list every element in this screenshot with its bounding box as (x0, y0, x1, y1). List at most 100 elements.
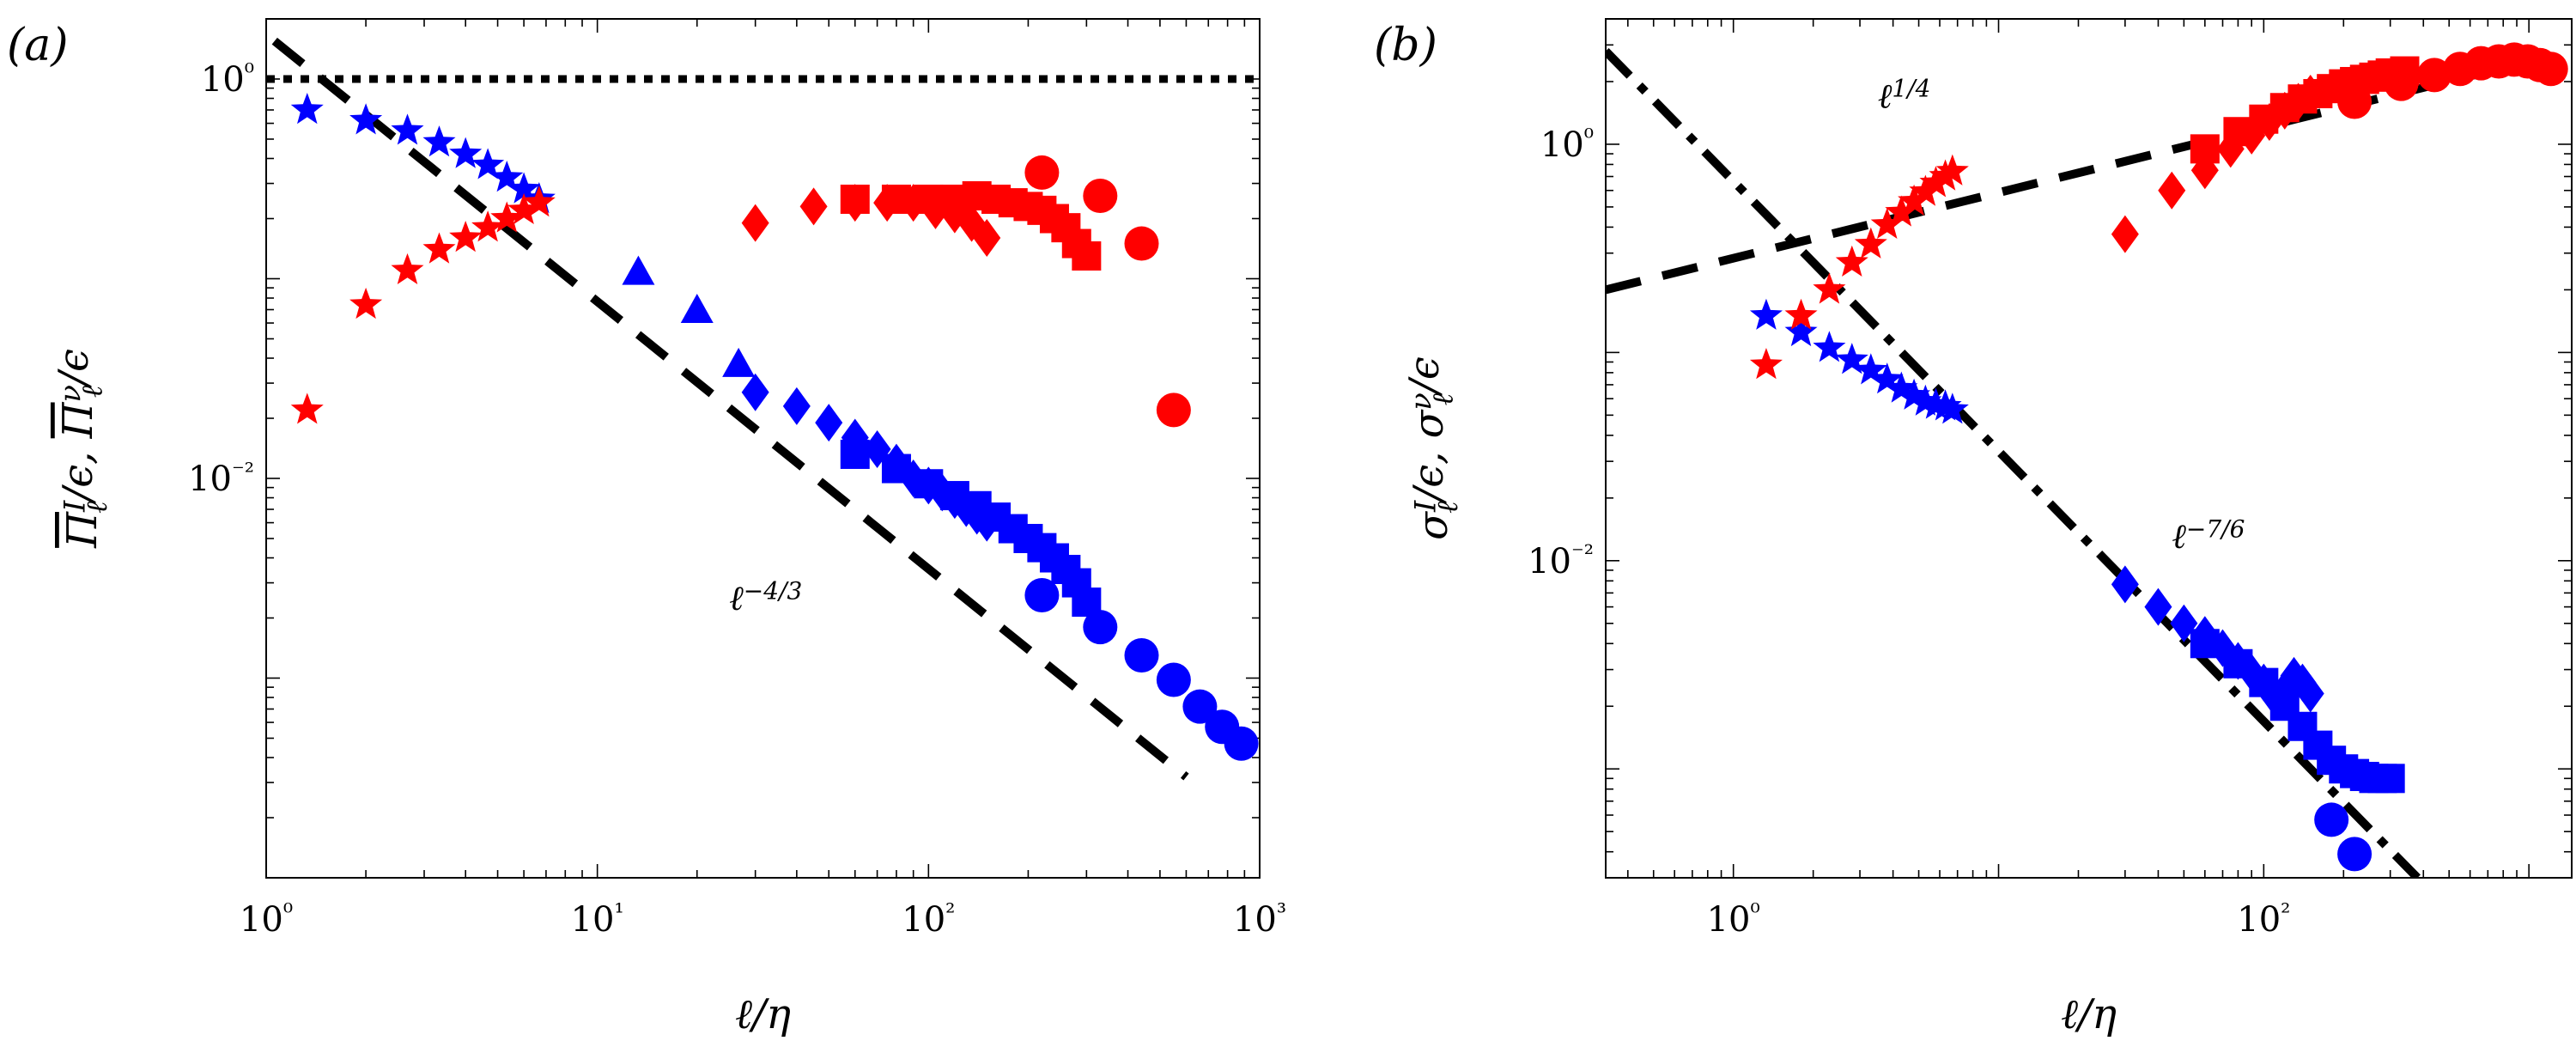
panel-b-series-6-square (2190, 56, 2420, 164)
panel-a-point-square (914, 469, 944, 499)
panel-a-series-3-diamond (741, 373, 1001, 542)
panel-a-plot-frame (265, 18, 1261, 879)
panel-b-point-diamond (2111, 215, 2139, 253)
panel-a-point-star (490, 201, 524, 233)
panel-b-point-star (1935, 393, 1969, 424)
panel-a-point-diamond (741, 204, 769, 242)
panel-a-scaling-annotation: ℓ−4/3 (729, 576, 802, 618)
panel-a-series-2-triangle (622, 255, 756, 377)
panel-a-x-tick-label: 10² (902, 898, 955, 940)
panel-b-point-diamond (2158, 171, 2186, 210)
panel-a-series-7-square (840, 181, 1102, 271)
panel-a-point-square (881, 453, 911, 484)
panel-b-point-star (1898, 184, 1931, 216)
panel-b-point-star (1854, 353, 1887, 385)
panel-b-point-star (1813, 331, 1846, 362)
panel-a-point-star (449, 221, 483, 253)
panel-a-point-star (449, 137, 483, 168)
panel-a-point-star (290, 393, 324, 424)
panel-b-point-star (1935, 154, 1969, 186)
panel-a-point-circle (1124, 638, 1159, 673)
panel-a-point-square (914, 184, 944, 214)
panel-a-point-circle (1182, 689, 1218, 724)
panel-a-point-star (507, 192, 541, 225)
panel-b-point-square (2190, 629, 2220, 659)
panel-a-point-diamond (973, 219, 1001, 258)
panel-a-point-star (391, 253, 424, 285)
panel-b-scaling-annotation: ℓ1/4 (1878, 75, 1931, 117)
panel-a-label: (a) (7, 20, 69, 71)
panel-a-point-star (422, 232, 456, 264)
panel-b-point-star (1870, 362, 1904, 394)
panel-b-point-circle (2533, 52, 2568, 87)
panel-b-point-star (1909, 174, 1942, 206)
panel-b-point-star (1813, 272, 1846, 304)
panel-a-point-circle (1156, 393, 1191, 428)
panel-a-reference-line-dashed (271, 37, 1189, 781)
panel-a-x-tick-label: 10⁰ (240, 898, 293, 940)
panel-b-point-square (2375, 764, 2405, 794)
panel-a-point-triangle (680, 293, 714, 323)
panel-b-point-star (1885, 195, 1918, 227)
panel-b-reference-line-dashed (1606, 57, 2530, 295)
panel-b-point-star (1749, 348, 1783, 380)
panel-a-data (266, 37, 1260, 781)
panel-a-series-8-circle (1024, 155, 1191, 428)
panel-b-point-star (1835, 343, 1868, 374)
panel-b-point-star (1885, 371, 1918, 403)
panel-a: (a) 10⁰ 10¹ 10² 10³ 10⁰ 10⁻² ℓ/η ΠIℓ/ϵ, Πνℓ/ϵ ℓ−… (7, 18, 1286, 1038)
panel-a-point-star (490, 161, 524, 192)
panel-b-series-3-square (2190, 629, 2405, 794)
panel-a-x-tick-label: 10¹ (571, 898, 624, 940)
panel-a-point-square (840, 184, 870, 214)
panel-a-x-tick-label: 10³ (1233, 898, 1286, 940)
panel-b-point-star (1919, 166, 1953, 198)
panel-a-point-circle (1083, 179, 1118, 214)
panel-a-point-diamond (741, 373, 769, 411)
panel-a-series-4-square (840, 439, 1102, 618)
panel-b-point-circle (2314, 802, 2349, 837)
panel-a-point-triangle (722, 347, 756, 377)
panel-b-point-diamond (2144, 587, 2172, 626)
panel-b-scaling-annotation: ℓ−7/6 (2172, 514, 2245, 557)
panel-b-point-square (2223, 648, 2253, 679)
panel-b-point-square (2223, 117, 2253, 147)
panel-b-minor-ticks (1606, 18, 2572, 879)
panel-b-point-diamond (2296, 674, 2324, 713)
panel-b-point-circle (2337, 837, 2372, 872)
panel-a-point-star (391, 113, 424, 145)
panel-b-point-star (1784, 314, 1818, 347)
panel-a-point-triangle (622, 255, 655, 285)
panel-b-series-4-circle (2314, 802, 2372, 872)
panel-b-y-tick-label: 10⁰ (1540, 123, 1594, 165)
panel-a-point-circle (1024, 155, 1060, 190)
panel-b-point-star (1835, 245, 1868, 277)
panel-a-point-star (507, 172, 541, 204)
panel-b-point-diamond (2111, 565, 2139, 604)
panel-a-y-tick-label: 10⁻² (188, 457, 254, 499)
panel-b-reference-line-dashdot (1606, 48, 2421, 878)
panel-b-label: (b) (1374, 20, 1437, 71)
panel-a-minor-ticks (265, 18, 1261, 879)
panel-a-point-circle (1024, 578, 1060, 613)
panel-a-y-axis-label: ΠIℓ/ϵ, Πνℓ/ϵ (50, 349, 113, 549)
panel-b-y-axis-label: σIℓ/ϵ, σνℓ/ϵ (1400, 356, 1464, 540)
panel-a-point-star (471, 210, 505, 242)
panel-b-x-axis-label: ℓ/η (2061, 990, 2117, 1038)
panel-b-point-circle (2384, 66, 2419, 101)
panel-a-x-axis-label: ℓ/η (735, 990, 791, 1038)
panel-a-point-star (290, 93, 324, 125)
panel-b-series-7-circle (2337, 42, 2568, 119)
panel-a-point-star (422, 125, 456, 157)
panel-a-point-diamond (782, 387, 811, 425)
panel-b-y-tick-label: 10⁻² (1528, 539, 1594, 581)
panel-b: (b) 10⁰ 10² 10⁰ 10⁻² ℓ/η σIℓ/ϵ, σνℓ/ϵ ℓ1/4 ℓ−7/… (1374, 18, 2573, 1038)
panel-b-point-star (1870, 207, 1904, 240)
panel-b-point-star (1898, 378, 1931, 410)
panel-b-x-tick-label: 10⁰ (1707, 898, 1760, 940)
panel-a-point-star (522, 186, 556, 217)
panel-b-point-star (1784, 298, 1818, 330)
panel-b-data (1606, 42, 2568, 878)
panel-a-point-circle (1224, 726, 1259, 761)
